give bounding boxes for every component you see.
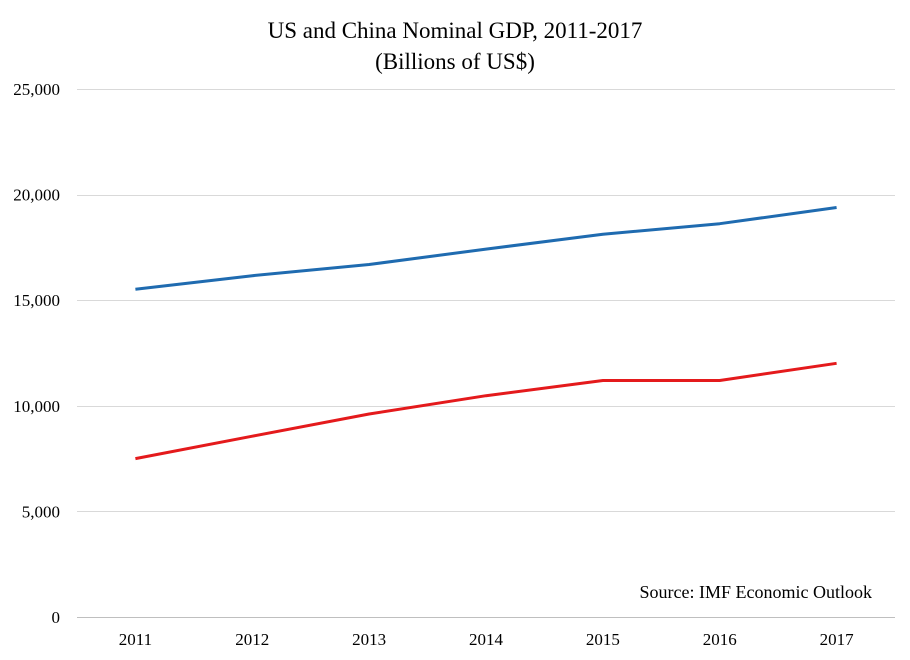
- source-annotation: Source: IMF Economic Outlook: [640, 582, 872, 602]
- x-tick-label: 2015: [586, 630, 620, 649]
- x-tick-label: 2016: [703, 630, 737, 649]
- x-tick-label: 2011: [119, 630, 152, 649]
- series-line-china: [135, 361, 837, 461]
- x-tick-label: 2013: [352, 630, 386, 649]
- data-series: [135, 206, 837, 461]
- x-tick-label: 2012: [235, 630, 269, 649]
- y-tick-label: 25,000: [13, 80, 60, 99]
- gridlines: [77, 89, 895, 512]
- x-axis-tick-labels: 2011 2012 2013 2014 2015 2016 2017: [119, 630, 854, 649]
- chart-title: US and China Nominal GDP, 2011-2017: [267, 18, 643, 43]
- y-tick-label: 5,000: [22, 502, 60, 521]
- x-tick-label: 2017: [820, 630, 855, 649]
- y-tick-label: 20,000: [13, 186, 60, 205]
- y-tick-label: 15,000: [13, 291, 60, 310]
- y-tick-label: 10,000: [13, 397, 60, 416]
- x-tick-label: 2014: [469, 630, 504, 649]
- y-axis-tick-labels: 0 5,000 10,000 15,000 20,000 25,000: [13, 80, 60, 627]
- chart-subtitle: (Billions of US$): [375, 49, 535, 74]
- series-line-us: [135, 206, 837, 291]
- y-tick-label: 0: [52, 608, 61, 627]
